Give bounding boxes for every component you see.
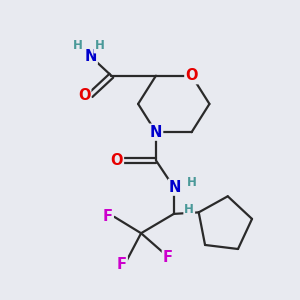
Text: F: F [163, 250, 173, 265]
Text: H: H [94, 40, 104, 52]
Text: H: H [73, 40, 83, 52]
Text: O: O [110, 153, 123, 168]
Text: F: F [117, 257, 127, 272]
Text: H: H [184, 203, 194, 216]
Text: O: O [78, 88, 90, 103]
Text: N: N [169, 180, 182, 195]
Text: F: F [103, 209, 113, 224]
Text: O: O [185, 68, 198, 83]
Text: H: H [187, 176, 196, 189]
Text: N: N [84, 49, 97, 64]
Text: N: N [150, 125, 162, 140]
